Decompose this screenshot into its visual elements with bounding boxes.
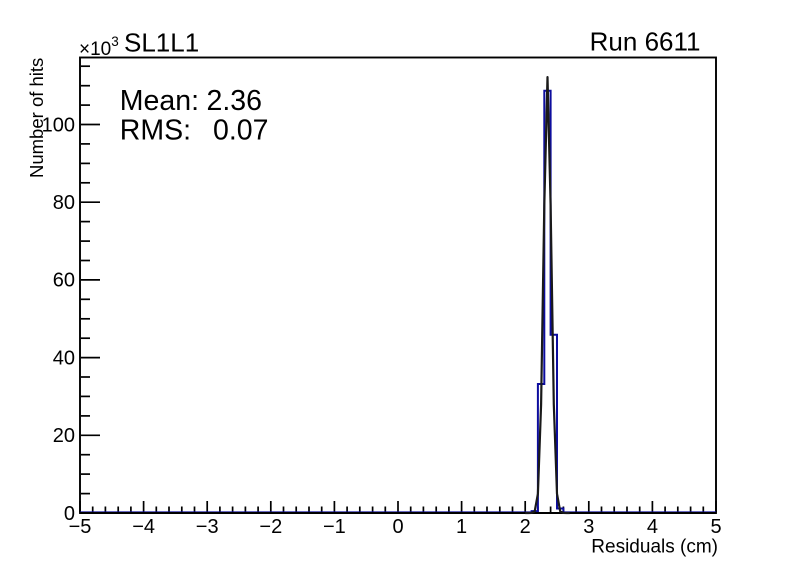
svg-text:−2: −2	[259, 516, 282, 538]
svg-text:60: 60	[53, 270, 75, 292]
svg-text:0.07: 0.07	[213, 115, 268, 147]
svg-text:−5: −5	[69, 516, 92, 538]
svg-text:2: 2	[520, 516, 531, 538]
svg-text:SL1L1: SL1L1	[124, 28, 199, 58]
svg-text:−4: −4	[132, 516, 155, 538]
svg-text:Run 6611: Run 6611	[590, 27, 701, 57]
svg-text:0: 0	[64, 503, 75, 525]
svg-text:−1: −1	[323, 516, 346, 538]
svg-text:100: 100	[42, 114, 75, 136]
svg-text:Number of hits: Number of hits	[26, 58, 47, 178]
svg-text:80: 80	[53, 192, 75, 214]
svg-text:20: 20	[53, 425, 75, 447]
svg-text:40: 40	[53, 347, 75, 369]
svg-text:Mean:: Mean:	[120, 85, 199, 117]
svg-text:1: 1	[456, 516, 467, 538]
svg-text:3: 3	[111, 34, 119, 49]
svg-text:×10: ×10	[79, 39, 111, 60]
svg-text:Residuals (cm): Residuals (cm)	[591, 537, 718, 558]
svg-text:RMS:: RMS:	[120, 115, 191, 147]
svg-text:4: 4	[647, 516, 658, 538]
svg-text:5: 5	[710, 516, 721, 538]
svg-text:0: 0	[392, 516, 403, 538]
svg-text:3: 3	[583, 516, 594, 538]
svg-text:2.36: 2.36	[207, 85, 262, 117]
svg-text:−3: −3	[196, 516, 219, 538]
